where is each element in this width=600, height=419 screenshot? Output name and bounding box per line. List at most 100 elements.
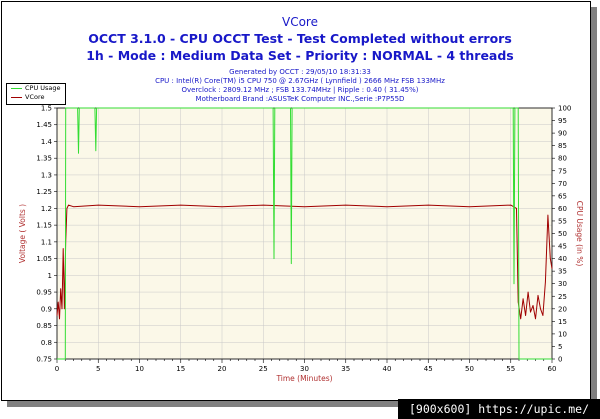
series-point-cpu-usage-5 <box>78 107 80 109</box>
series-point-cpu-usage-12 <box>290 107 291 109</box>
series-point-vcore-24 <box>520 318 521 320</box>
y-tick-label-0: 0.75 <box>36 356 52 364</box>
y2-tick-label-18: 90 <box>558 130 567 138</box>
series-point-vcore-1 <box>57 301 59 303</box>
y2-tick-label-8: 40 <box>558 255 567 263</box>
series-point-vcore-15 <box>262 204 264 206</box>
legend-swatch-vcore <box>11 97 22 98</box>
x-tick-label-2: 10 <box>135 365 144 373</box>
x-tick-label-12: 60 <box>548 365 557 373</box>
series-point-cpu-usage-16 <box>513 283 515 285</box>
series-point-vcore-35 <box>547 214 549 216</box>
y-tick-label-8: 1.15 <box>36 222 52 230</box>
series-point-vcore-8 <box>66 208 68 209</box>
image-host-footer: [900x600] https://upic.me/ <box>398 399 600 419</box>
y2-tick-label-19: 95 <box>558 117 567 125</box>
y-tick-label-9: 1.2 <box>41 205 52 213</box>
y2-tick-label-14: 70 <box>558 180 567 188</box>
series-point-vcore-10 <box>73 206 74 208</box>
series-point-cpu-usage-2 <box>65 107 66 109</box>
series-point-vcore-4 <box>61 308 63 310</box>
series-point-vcore-2 <box>59 318 60 320</box>
y2-tick-label-10: 50 <box>558 230 567 238</box>
series-point-vcore-30 <box>535 318 536 320</box>
y2-tick-label-5: 25 <box>558 293 567 301</box>
y-tick-label-13: 1.4 <box>41 138 53 146</box>
series-point-vcore-26 <box>525 315 526 316</box>
y-tick-label-11: 1.3 <box>41 171 52 179</box>
x-tick-label-5: 25 <box>259 365 268 373</box>
y-tick-label-14: 1.45 <box>36 121 52 129</box>
info-motherboard: Motherboard Brand :ASUSTeK Computer INC.… <box>195 95 405 103</box>
series-point-vcore-11 <box>97 204 99 206</box>
series-point-vcore-19 <box>427 204 429 206</box>
x-tick-label-9: 45 <box>424 365 433 373</box>
series-point-vcore-16 <box>304 206 305 208</box>
y-tick-label-4: 0.95 <box>36 289 52 297</box>
series-point-vcore-17 <box>345 204 347 206</box>
chart-title: VCore <box>282 15 318 29</box>
series-point-vcore-31 <box>537 295 539 296</box>
series-point-vcore-9 <box>68 204 69 206</box>
series-point-cpu-usage-1 <box>64 358 66 360</box>
y-tick-label-1: 0.8 <box>41 339 52 347</box>
series-point-cpu-usage-19 <box>518 358 520 360</box>
series-point-vcore-12 <box>139 206 140 208</box>
y2-tick-label-2: 10 <box>558 330 567 338</box>
y2-tick-label-11: 55 <box>558 217 567 225</box>
series-point-vcore-28 <box>530 311 531 313</box>
x-axis-label: Time (Minutes) <box>275 374 332 383</box>
chart-legend: CPU Usage VCore <box>6 83 66 105</box>
series-point-vcore-0 <box>56 315 58 316</box>
legend-item-cpu-usage: CPU Usage <box>7 84 65 93</box>
series-point-vcore-5 <box>62 248 64 249</box>
y2-tick-label-12: 60 <box>558 205 567 213</box>
y2-tick-label-17: 85 <box>558 142 567 150</box>
y2-tick-label-15: 75 <box>558 167 567 175</box>
legend-swatch-cpu-usage <box>11 88 22 89</box>
series-point-vcore-22 <box>516 208 517 209</box>
series-point-vcore-33 <box>542 315 544 316</box>
y2-tick-label-3: 15 <box>558 318 567 326</box>
y2-tick-label-7: 35 <box>558 268 567 276</box>
x-tick-label-7: 35 <box>341 365 350 373</box>
legend-item-vcore: VCore <box>7 93 65 102</box>
series-point-cpu-usage-3 <box>77 107 78 109</box>
series-point-cpu-usage-13 <box>291 263 292 264</box>
series-point-vcore-27 <box>527 291 529 293</box>
series-point-vcore-18 <box>386 206 388 208</box>
y-tick-label-5: 1 <box>48 272 52 280</box>
series-point-vcore-3 <box>60 288 62 290</box>
y-tick-label-7: 1.1 <box>41 238 52 246</box>
series-point-vcore-6 <box>64 308 65 310</box>
series-point-vcore-21 <box>510 204 512 206</box>
series-point-cpu-usage-9 <box>272 107 274 109</box>
info-generated: Generated by OCCT : 29/05/10 18:31:33 <box>229 68 371 76</box>
series-point-cpu-usage-15 <box>512 107 514 109</box>
series-point-vcore-13 <box>180 204 182 206</box>
y2-tick-label-1: 5 <box>558 343 562 351</box>
series-point-vcore-34 <box>545 281 546 283</box>
y2-tick-label-9: 45 <box>558 243 567 251</box>
series-line-vcore <box>56 204 553 320</box>
series-point-cpu-usage-7 <box>95 150 97 151</box>
info-overclock: Overclock : 2809.12 MHz ; FSB 133.74MHz … <box>181 86 419 94</box>
legend-label-vcore: VCore <box>25 93 45 101</box>
y2-tick-label-4: 20 <box>558 305 567 313</box>
x-tick-label-10: 50 <box>465 365 474 373</box>
series-point-cpu-usage-17 <box>514 107 516 109</box>
series-point-cpu-usage-20 <box>551 358 553 360</box>
info-cpu: CPU : Intel(R) Core(TM) i5 CPU 750 @ 2.6… <box>155 77 445 85</box>
y-tick-label-2: 0.85 <box>36 322 52 330</box>
chart-titles: VCore OCCT 3.1.0 - CPU OCCT Test - Test … <box>0 14 600 64</box>
x-tick-label-3: 15 <box>176 365 185 373</box>
x-tick-label-1: 5 <box>96 365 100 373</box>
series-point-vcore-29 <box>532 305 534 306</box>
y2-tick-label-0: 0 <box>558 356 562 364</box>
series-point-vcore-25 <box>522 298 524 300</box>
series-point-vcore-20 <box>469 206 470 208</box>
series-point-cpu-usage-0 <box>56 358 58 360</box>
x-tick-label-11: 55 <box>506 365 515 373</box>
x-tick-label-6: 30 <box>300 365 309 373</box>
